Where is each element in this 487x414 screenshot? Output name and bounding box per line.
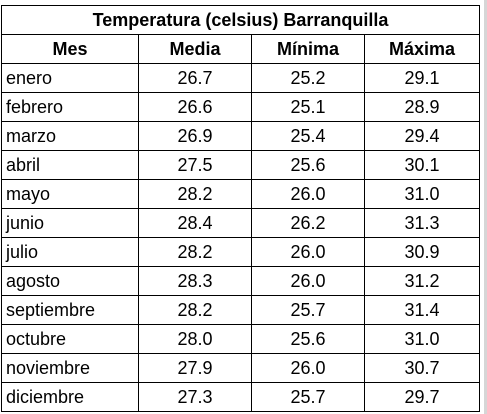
table-row: junio 28.4 26.2 31.3 — [1, 208, 481, 238]
cell-minima[interactable]: 25.1 — [251, 92, 365, 122]
cell-maxima[interactable]: 31.0 — [363, 179, 481, 209]
header-mes[interactable]: Mes — [1, 34, 139, 64]
table-row: febrero 26.6 25.1 28.9 — [1, 92, 481, 122]
cell-maxima[interactable]: 30.1 — [363, 150, 481, 180]
cell-media[interactable]: 28.2 — [138, 237, 252, 267]
cell-media[interactable]: 26.6 — [138, 92, 252, 122]
header-row: Mes Media Mínima Máxima — [1, 34, 481, 64]
table-row: agosto 28.3 26.0 31.2 — [1, 266, 481, 296]
header-media[interactable]: Media — [138, 34, 252, 64]
cell-maxima[interactable]: 31.3 — [363, 208, 481, 238]
cell-minima[interactable]: 26.2 — [251, 208, 365, 238]
table-row: octubre 28.0 25.6 31.0 — [1, 324, 481, 354]
table-row: enero 26.7 25.2 29.1 — [1, 63, 481, 93]
cell-media[interactable]: 28.4 — [138, 208, 252, 238]
table-body: enero 26.7 25.2 29.1 febrero 26.6 25.1 28.9 marz… — [1, 63, 481, 412]
cell-maxima[interactable]: 30.7 — [363, 353, 481, 383]
temperature-table: Temperatura (celsius) Barranquilla Mes M… — [0, 5, 481, 412]
cell-media[interactable]: 27.3 — [138, 382, 252, 412]
cell-media[interactable]: 26.9 — [138, 121, 252, 151]
cell-media[interactable]: 28.2 — [138, 179, 252, 209]
cell-minima[interactable]: 26.0 — [251, 353, 365, 383]
cell-mes[interactable]: febrero — [1, 92, 139, 122]
cell-mes[interactable]: enero — [1, 63, 139, 93]
table-title[interactable]: Temperatura (celsius) Barranquilla — [0, 5, 481, 35]
cell-media[interactable]: 27.5 — [138, 150, 252, 180]
cell-mes[interactable]: julio — [1, 237, 139, 267]
header-minima[interactable]: Mínima — [251, 34, 365, 64]
cell-mes[interactable]: septiembre — [1, 295, 139, 325]
cell-media[interactable]: 28.0 — [138, 324, 252, 354]
cell-mes[interactable]: marzo — [1, 121, 139, 151]
cell-mes[interactable]: junio — [1, 208, 139, 238]
sheet-edge-divider — [484, 0, 487, 414]
cell-maxima[interactable]: 30.9 — [363, 237, 481, 267]
cell-media[interactable]: 26.7 — [138, 63, 252, 93]
cell-maxima[interactable]: 29.7 — [363, 382, 481, 412]
cell-mes[interactable]: octubre — [1, 324, 139, 354]
title-row: Temperatura (celsius) Barranquilla — [0, 5, 481, 35]
cell-minima[interactable]: 26.0 — [251, 179, 365, 209]
table-row: diciembre 27.3 25.7 29.7 — [1, 382, 481, 412]
cell-maxima[interactable]: 29.1 — [363, 63, 481, 93]
cell-maxima[interactable]: 31.2 — [363, 266, 481, 296]
cell-minima[interactable]: 25.7 — [251, 295, 365, 325]
cell-minima[interactable]: 25.7 — [251, 382, 365, 412]
cell-media[interactable]: 28.3 — [138, 266, 252, 296]
cell-mes[interactable]: noviembre — [1, 353, 139, 383]
table-row: noviembre 27.9 26.0 30.7 — [1, 353, 481, 383]
table-row: mayo 28.2 26.0 31.0 — [1, 179, 481, 209]
cell-maxima[interactable]: 31.0 — [363, 324, 481, 354]
cell-mes[interactable]: abril — [1, 150, 139, 180]
cell-mes[interactable]: diciembre — [1, 382, 139, 412]
cell-media[interactable]: 27.9 — [138, 353, 252, 383]
cell-media[interactable]: 28.2 — [138, 295, 252, 325]
cell-minima[interactable]: 25.4 — [251, 121, 365, 151]
cell-minima[interactable]: 25.6 — [251, 324, 365, 354]
cell-mes[interactable]: agosto — [1, 266, 139, 296]
table-row: abril 27.5 25.6 30.1 — [1, 150, 481, 180]
table-row: julio 28.2 26.0 30.9 — [1, 237, 481, 267]
cell-minima[interactable]: 26.0 — [251, 266, 365, 296]
cell-maxima[interactable]: 29.4 — [363, 121, 481, 151]
cell-minima[interactable]: 25.2 — [251, 63, 365, 93]
table-row: marzo 26.9 25.4 29.4 — [1, 121, 481, 151]
cell-minima[interactable]: 25.6 — [251, 150, 365, 180]
cell-maxima[interactable]: 28.9 — [363, 92, 481, 122]
cell-minima[interactable]: 26.0 — [251, 237, 365, 267]
cell-mes[interactable]: mayo — [1, 179, 139, 209]
cell-maxima[interactable]: 31.4 — [363, 295, 481, 325]
table-row: septiembre 28.2 25.7 31.4 — [1, 295, 481, 325]
header-maxima[interactable]: Máxima — [363, 34, 481, 64]
